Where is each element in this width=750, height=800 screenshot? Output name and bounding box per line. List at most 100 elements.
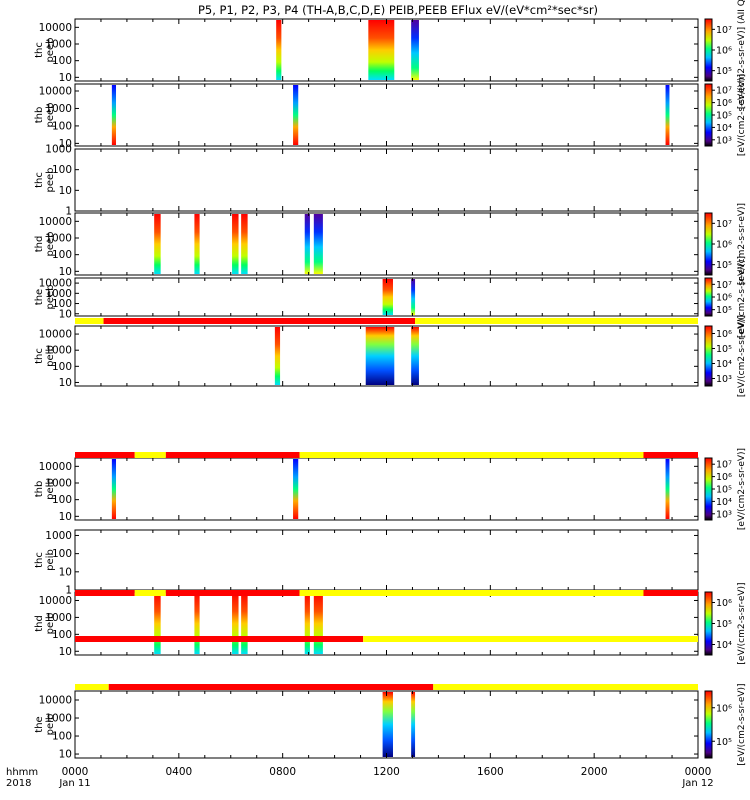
ytick-label: 10 <box>59 266 72 278</box>
ytick-label: 10 <box>59 138 72 150</box>
colorbar-tick-label: 10³ <box>716 374 732 385</box>
colorbar-tick-label: 10⁶ <box>716 703 732 714</box>
colorbar-label: [eV/(cm2-s-sr-eV)] <box>737 315 747 397</box>
panel-species-label: peib <box>45 549 56 571</box>
colorbar-label: [eV/(cm2-s-sr-eV)] <box>737 683 747 765</box>
ytick-label: 10000 <box>39 278 72 290</box>
colorbar-tick-label: 10⁶ <box>716 293 732 304</box>
colorbar-tick-label: 10⁵ <box>716 66 732 77</box>
burst-the_peeb-1 <box>411 279 416 315</box>
colorbar-tick-label: 10⁴ <box>716 359 732 370</box>
burst-thd_peeb-3 <box>241 214 248 274</box>
colorbar-tick-label: 10⁶ <box>716 98 732 109</box>
burst-thb_peib-1 <box>293 459 299 519</box>
burst-thd_peeb-0 <box>154 214 161 274</box>
panel-probe-label: the <box>34 289 45 305</box>
burst-thc_peib-0 <box>274 327 281 385</box>
burst-thd_peib-3 <box>241 593 248 654</box>
panel-probe-label: thb <box>34 481 45 498</box>
burst-thc_peeb_top-0 <box>276 20 282 80</box>
ytick-label: 1 <box>65 585 72 597</box>
mode-bar-1 <box>75 452 698 458</box>
colorbar-tick-label: 10⁶ <box>716 598 732 609</box>
burst-thb_peeb-0 <box>111 85 117 145</box>
ytick-label: 100 <box>52 55 72 67</box>
mode-bar-segment <box>299 590 644 596</box>
panel-species-label: peeb <box>45 285 56 310</box>
mode-bar-segment <box>363 636 698 642</box>
panel-species-label: peeb <box>45 168 56 193</box>
colorbar-tick-label: 10⁴ <box>716 123 732 134</box>
time-tick-date: Jan 11 <box>58 778 90 789</box>
panel-species-label: peib <box>45 613 56 635</box>
colorbar-tick-label: 10³ <box>716 509 732 520</box>
colorbar-tick-label: 10⁵ <box>716 305 732 316</box>
burst-thd_peib-1 <box>194 593 200 654</box>
burst-the_peeb-0 <box>382 279 393 315</box>
panel-probe-label: thb <box>34 107 45 124</box>
ytick-label: 1000 <box>45 233 72 245</box>
panel-probe-label: thc <box>34 42 45 58</box>
ytick-label: 10 <box>59 511 72 523</box>
ytick-label: 10000 <box>39 329 72 341</box>
ytick-label: 1000 <box>45 345 72 357</box>
panel-species-label: peib <box>45 714 56 736</box>
mode-bar-segment <box>134 452 166 458</box>
colorbar-tick-label: 10⁴ <box>716 497 732 508</box>
ytick-label: 10 <box>59 72 72 84</box>
colorbar-tick-label: 10⁶ <box>716 46 732 57</box>
colorbar-scale <box>704 212 713 276</box>
burst-thc_peeb_top-1 <box>368 20 395 80</box>
time-axis-label-hhmm: hhmm <box>6 767 38 778</box>
ytick-label: 100 <box>52 120 72 132</box>
panel-species-label: peeb <box>45 103 56 128</box>
colorbar-tick-label: 10⁶ <box>716 329 732 340</box>
panel-frame <box>74 591 699 656</box>
panel-the_peib: 10 100 1000 10000 the peib 10⁵ 10⁶ [eV/(cm2-s-sr… <box>34 683 747 765</box>
panel-frame <box>74 529 699 591</box>
time-axis-label-year: 2018 <box>6 778 31 789</box>
panel-frame <box>74 148 699 212</box>
colorbar-label: [eV/(cm2-s-sr-eV)] <box>737 256 747 338</box>
ytick-label: 10 <box>59 646 72 658</box>
burst-thd_peib-5 <box>313 593 323 654</box>
mode-bar-segment <box>643 452 698 458</box>
colorbar-tick-label: 10⁷ <box>716 460 732 471</box>
colorbar-tick-label: 10⁴ <box>716 640 732 651</box>
ytick-label: 10000 <box>39 595 72 607</box>
colorbar-scale <box>704 18 713 82</box>
mode-bar-segment <box>75 590 135 596</box>
mode-bar-segment <box>165 452 300 458</box>
colorbar-tick-label: 10⁵ <box>716 344 732 355</box>
ytick-label: 10000 <box>39 461 72 473</box>
ytick-label: 10 <box>59 566 72 578</box>
colorbar-label: [eV/(cm2-s-sr-eV)] <box>737 582 747 664</box>
panel-species-label: peib <box>45 345 56 367</box>
panel-probe-label: thc <box>34 552 45 568</box>
mode-bar-segment <box>108 684 434 690</box>
ytick-label: 1000 <box>45 612 72 624</box>
colorbar-tick-label: 10⁶ <box>716 472 732 483</box>
panel-probe-label: thd <box>34 615 45 632</box>
time-tick-label: 0000 <box>685 766 712 778</box>
mode-bar-segment <box>75 318 104 324</box>
ytick-label: 1000 <box>45 713 72 725</box>
burst-thd_peib-0 <box>154 593 161 654</box>
ytick-label: 100 <box>52 361 72 373</box>
ytick-label: 1000 <box>45 530 72 542</box>
panel-frame <box>74 83 699 147</box>
mode-bar-segment <box>103 318 416 324</box>
ytick-label: 1000 <box>45 39 72 51</box>
panel-thc_peeb_empty: 1 10 100 1000 thc peeb <box>34 144 699 218</box>
panel-species-label: peeb <box>45 38 56 63</box>
burst-thd_peeb-2 <box>232 214 239 274</box>
time-tick-label: 1600 <box>477 766 504 778</box>
colorbar-scale <box>704 457 713 521</box>
burst-thd_peeb-4 <box>304 214 310 274</box>
burst-thd_peeb-1 <box>194 214 200 274</box>
time-tick-label: 0400 <box>165 766 192 778</box>
